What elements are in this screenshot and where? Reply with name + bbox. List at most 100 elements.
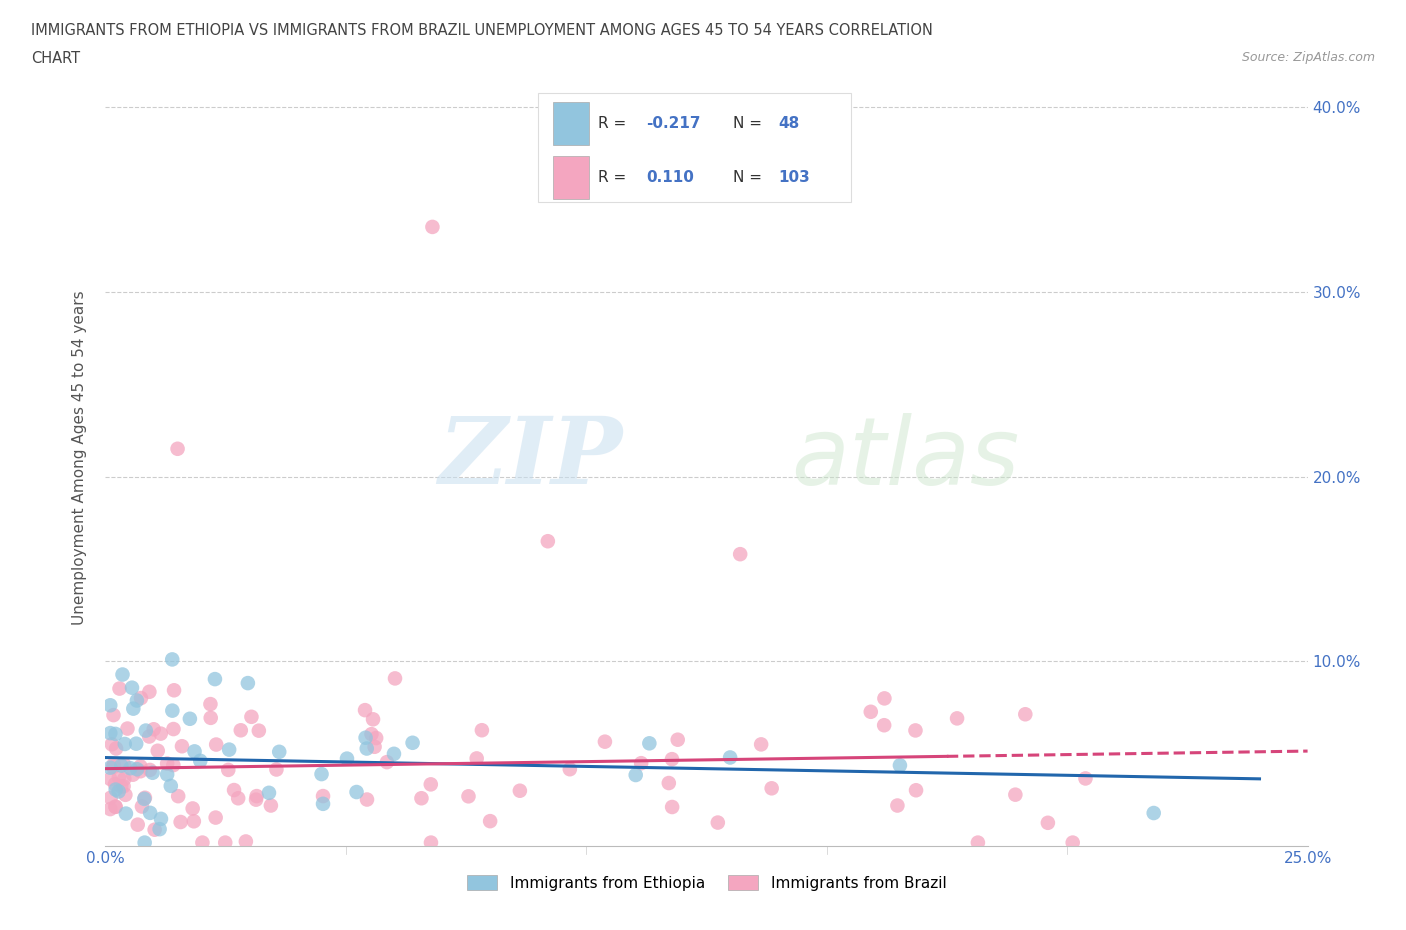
- Point: [889, 758, 911, 773]
- Point: [761, 781, 783, 796]
- Point: [222, 783, 245, 798]
- FancyBboxPatch shape: [538, 93, 851, 202]
- Point: [1014, 707, 1036, 722]
- Point: [112, 771, 135, 786]
- Point: [98, 760, 121, 775]
- Point: [465, 751, 488, 766]
- Point: [125, 693, 148, 708]
- Point: [156, 767, 179, 782]
- Point: [162, 722, 184, 737]
- Point: [638, 736, 661, 751]
- Point: [859, 704, 882, 719]
- Point: [100, 790, 122, 805]
- Point: [457, 789, 479, 804]
- Point: [873, 718, 896, 733]
- Text: R =: R =: [599, 170, 631, 185]
- Point: [139, 805, 162, 820]
- Point: [125, 737, 148, 751]
- Point: [183, 814, 205, 829]
- Point: [142, 765, 165, 780]
- Point: [624, 767, 647, 782]
- Point: [103, 708, 125, 723]
- Point: [159, 778, 181, 793]
- Point: [127, 817, 149, 832]
- Point: [135, 724, 157, 738]
- Text: ZIP: ZIP: [439, 413, 623, 503]
- Point: [134, 835, 156, 850]
- Point: [156, 756, 179, 771]
- Point: [229, 723, 252, 737]
- Point: [163, 683, 186, 698]
- Point: [200, 697, 222, 711]
- Point: [728, 547, 751, 562]
- Point: [120, 761, 142, 776]
- Point: [146, 743, 169, 758]
- Point: [257, 786, 280, 801]
- Text: IMMIGRANTS FROM ETHIOPIA VS IMMIGRANTS FROM BRAZIL UNEMPLOYMENT AMONG AGES 45 TO: IMMIGRANTS FROM ETHIOPIA VS IMMIGRANTS F…: [31, 23, 932, 38]
- Text: Source: ZipAtlas.com: Source: ZipAtlas.com: [1241, 51, 1375, 64]
- Point: [873, 691, 896, 706]
- Point: [666, 732, 689, 747]
- Point: [98, 725, 121, 740]
- Point: [363, 739, 385, 754]
- Text: N =: N =: [733, 170, 766, 185]
- Point: [108, 770, 131, 785]
- Text: 48: 48: [779, 116, 800, 131]
- Point: [205, 737, 228, 752]
- Point: [117, 721, 139, 736]
- Point: [104, 777, 127, 791]
- Point: [108, 681, 131, 696]
- Point: [266, 762, 288, 777]
- Point: [1004, 787, 1026, 802]
- Point: [98, 698, 121, 712]
- Point: [142, 722, 165, 737]
- Text: N =: N =: [733, 116, 766, 131]
- Point: [1143, 805, 1166, 820]
- Point: [420, 835, 443, 850]
- Point: [218, 742, 240, 757]
- Point: [104, 800, 127, 815]
- Point: [707, 815, 730, 830]
- Point: [111, 667, 134, 682]
- Point: [375, 754, 398, 769]
- Point: [129, 759, 152, 774]
- Point: [471, 723, 494, 737]
- Point: [260, 798, 283, 813]
- Point: [103, 757, 125, 772]
- Point: [419, 777, 441, 791]
- Point: [235, 834, 257, 849]
- Point: [311, 766, 333, 781]
- Point: [240, 710, 263, 724]
- Point: [138, 729, 160, 744]
- Point: [134, 790, 156, 805]
- Point: [101, 737, 124, 751]
- Point: [384, 671, 406, 685]
- Point: [167, 789, 190, 804]
- Point: [356, 741, 378, 756]
- Point: [336, 751, 359, 766]
- Point: [139, 763, 162, 777]
- Y-axis label: Unemployment Among Ages 45 to 54 years: Unemployment Among Ages 45 to 54 years: [72, 291, 87, 625]
- Text: 103: 103: [779, 170, 810, 185]
- Point: [200, 711, 222, 725]
- Point: [191, 835, 214, 850]
- Point: [718, 750, 741, 764]
- Point: [537, 534, 560, 549]
- Point: [401, 736, 423, 751]
- Point: [630, 756, 652, 771]
- Point: [125, 762, 148, 777]
- Point: [115, 806, 138, 821]
- Point: [236, 676, 259, 691]
- Point: [134, 791, 156, 806]
- Text: atlas: atlas: [790, 413, 1019, 503]
- Point: [479, 814, 502, 829]
- Point: [131, 799, 153, 814]
- Point: [149, 811, 172, 826]
- Legend: Immigrants from Ethiopia, Immigrants from Brazil: Immigrants from Ethiopia, Immigrants fro…: [461, 869, 952, 897]
- Point: [312, 796, 335, 811]
- Point: [247, 724, 270, 738]
- Point: [98, 802, 121, 817]
- Point: [356, 792, 378, 807]
- Point: [217, 763, 239, 777]
- Point: [354, 730, 377, 745]
